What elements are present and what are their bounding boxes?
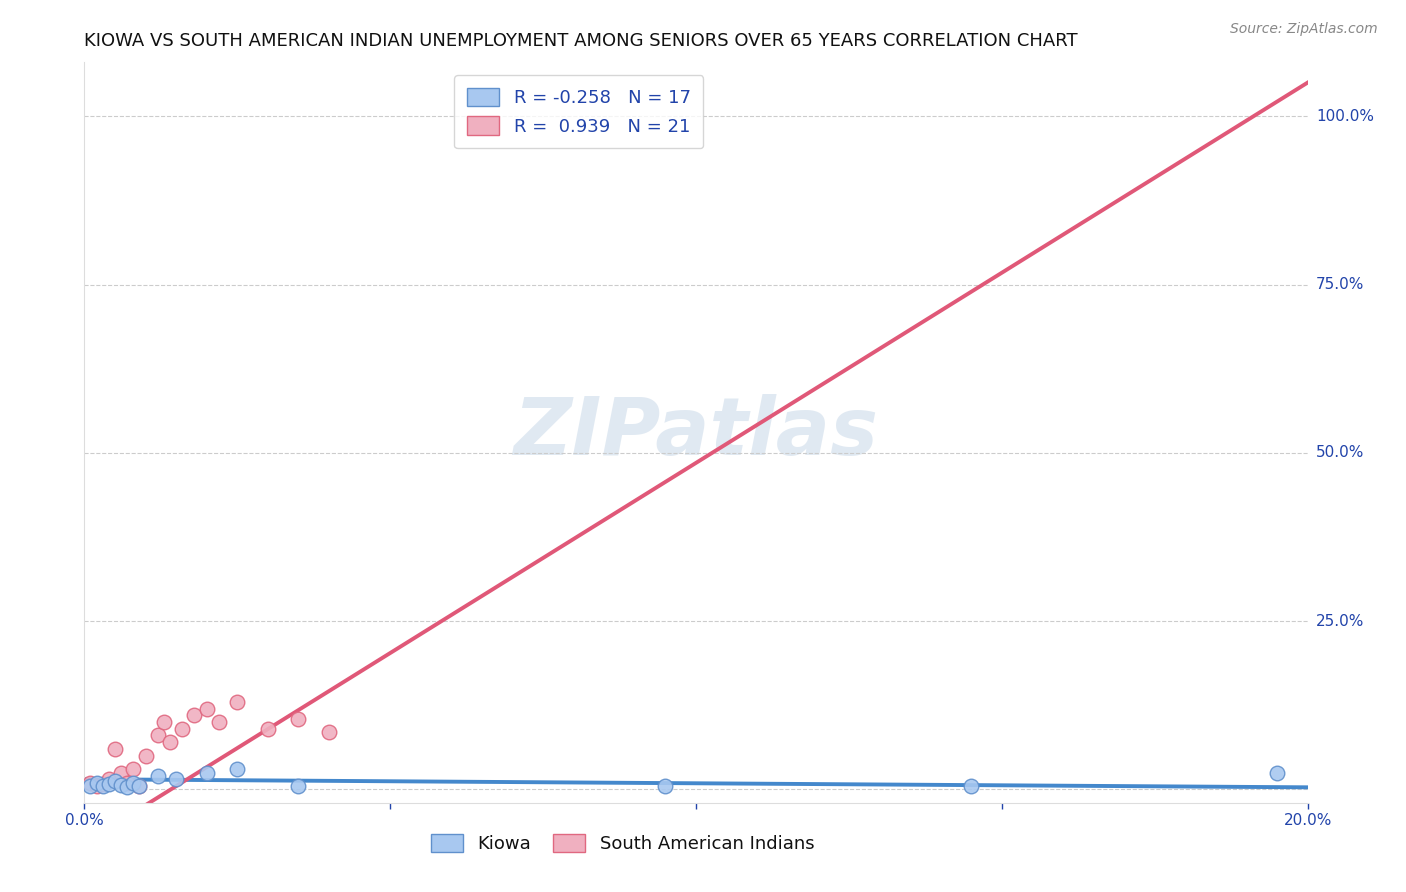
- Point: [86, 775, 108, 789]
- Point: [165, 772, 187, 787]
- Point: [159, 735, 181, 749]
- Point: [226, 762, 249, 776]
- Point: [287, 779, 309, 793]
- Point: [257, 722, 280, 736]
- Text: Source: ZipAtlas.com: Source: ZipAtlas.com: [1230, 22, 1378, 37]
- Point: [146, 769, 169, 783]
- Text: 100.0%: 100.0%: [1316, 109, 1374, 124]
- Point: [128, 779, 150, 793]
- Point: [104, 742, 127, 756]
- Point: [110, 778, 132, 792]
- Point: [208, 714, 231, 729]
- Point: [122, 775, 145, 789]
- Point: [115, 775, 138, 789]
- Text: 50.0%: 50.0%: [1316, 445, 1364, 460]
- Point: [115, 780, 138, 795]
- Text: 75.0%: 75.0%: [1316, 277, 1364, 292]
- Point: [654, 779, 676, 793]
- Point: [172, 722, 194, 736]
- Point: [91, 779, 114, 793]
- Point: [122, 762, 145, 776]
- Point: [287, 712, 309, 726]
- Point: [195, 765, 218, 780]
- Point: [97, 772, 120, 787]
- Point: [128, 779, 150, 793]
- Point: [91, 777, 114, 791]
- Point: [86, 779, 108, 793]
- Point: [146, 729, 169, 743]
- Text: KIOWA VS SOUTH AMERICAN INDIAN UNEMPLOYMENT AMONG SENIORS OVER 65 YEARS CORRELAT: KIOWA VS SOUTH AMERICAN INDIAN UNEMPLOYM…: [84, 32, 1078, 50]
- Point: [97, 777, 120, 791]
- Point: [183, 708, 205, 723]
- Point: [318, 725, 340, 739]
- Point: [226, 695, 249, 709]
- Point: [195, 701, 218, 715]
- Point: [135, 748, 157, 763]
- Point: [960, 779, 983, 793]
- Text: ZIPatlas: ZIPatlas: [513, 393, 879, 472]
- Point: [153, 714, 176, 729]
- Legend: Kiowa, South American Indians: Kiowa, South American Indians: [423, 827, 821, 861]
- Point: [110, 765, 132, 780]
- Point: [79, 775, 101, 789]
- Point: [79, 779, 101, 793]
- Point: [1265, 765, 1288, 780]
- Point: [104, 774, 127, 789]
- Text: 25.0%: 25.0%: [1316, 614, 1364, 629]
